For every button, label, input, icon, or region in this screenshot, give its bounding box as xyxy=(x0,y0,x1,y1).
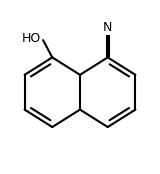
Text: HO: HO xyxy=(22,32,41,45)
Text: N: N xyxy=(103,21,112,34)
